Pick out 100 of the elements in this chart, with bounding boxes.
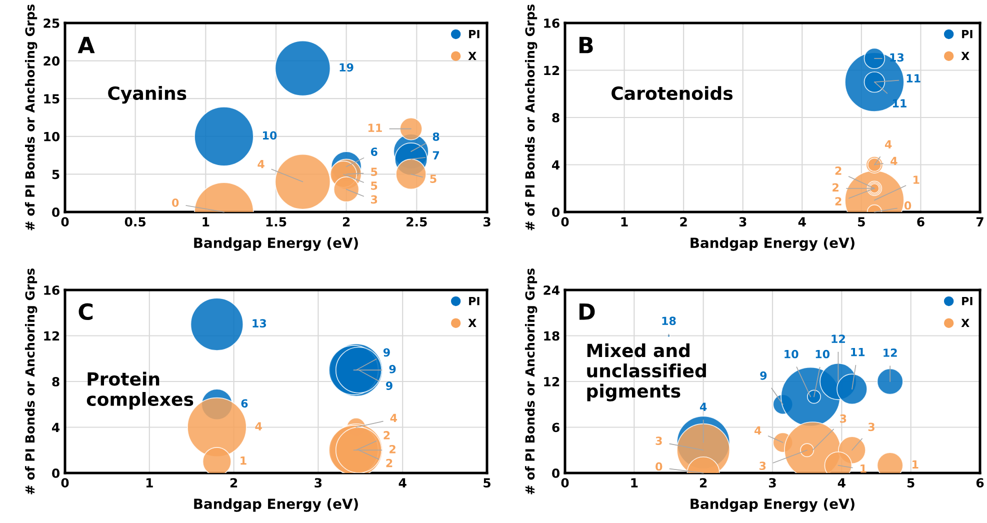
- data-label: 10: [816, 350, 830, 358]
- y-axis-title: # of PI Bonds or Anchoring Grps: [524, 4, 538, 230]
- data-label: 5: [430, 174, 436, 183]
- y-tick-label: 0: [552, 207, 560, 217]
- annotation: Protein complexes: [86, 372, 194, 410]
- y-tick-label: 12: [544, 66, 560, 75]
- legend-label: X: [961, 52, 970, 60]
- data-label: 0: [172, 198, 179, 207]
- x-tick-label: 0: [61, 217, 69, 227]
- y-tick-label: 5: [52, 170, 60, 180]
- y-tick-label: 4: [52, 422, 60, 432]
- chart-title: B: [579, 36, 593, 54]
- data-label: 4: [390, 414, 398, 422]
- x-tick-label: 0.5: [124, 217, 146, 227]
- legend-label: PI: [962, 30, 972, 38]
- x-tick-label: 1: [146, 478, 153, 488]
- data-label: 3: [868, 422, 874, 432]
- data-label: 4: [890, 156, 898, 166]
- data-label: 4: [700, 402, 707, 411]
- x-axis-title: Bandgap Energy (eV): [690, 237, 854, 251]
- chart-title: C: [78, 303, 93, 320]
- data-label: 1: [240, 456, 246, 465]
- x-tick-label: 5: [907, 478, 914, 488]
- legend-label: X: [961, 318, 970, 327]
- y-tick-label: 8: [52, 376, 60, 386]
- data-label: 3: [760, 462, 766, 470]
- data-label: 6: [370, 148, 378, 156]
- x-tick-label: 5: [484, 478, 490, 488]
- x-tick-label: 6: [917, 217, 924, 227]
- y-axis-title: # of PI Bonds or Anchoring Grps: [524, 268, 538, 494]
- x-tick-label: 4: [838, 478, 846, 488]
- x-tick-label: 2: [230, 478, 238, 488]
- data-label: 11: [892, 99, 906, 108]
- x-tick-label: 3: [768, 478, 776, 488]
- y-tick-label: 16: [544, 18, 560, 28]
- data-label: 1: [912, 460, 918, 468]
- y-tick-label: 20: [44, 56, 60, 66]
- data-label: 10: [263, 131, 277, 140]
- y-tick-label: 8: [552, 112, 560, 122]
- data-label: 11: [906, 74, 920, 82]
- x-tick-label: 4: [398, 478, 406, 488]
- x-tick-label: 1.5: [266, 217, 286, 227]
- data-label: 3: [656, 436, 662, 446]
- legend-label: X: [468, 318, 476, 327]
- data-label: 2: [384, 431, 390, 440]
- x-tick-label: 2: [680, 217, 687, 226]
- data-label: 9: [383, 348, 390, 357]
- chart-title: A: [78, 36, 95, 54]
- data-label: 8: [432, 132, 440, 141]
- x-tick-label: 5: [858, 217, 865, 227]
- data-label: 5: [371, 168, 378, 176]
- data-label: 9: [386, 382, 392, 390]
- data-label: 2: [835, 166, 842, 175]
- annotation: Mixed and unclassified pigments: [587, 343, 706, 402]
- data-label: 12: [884, 348, 897, 357]
- y-tick-label: 18: [544, 331, 560, 341]
- data-label: 2: [832, 183, 838, 192]
- data-label: 2: [386, 458, 392, 468]
- x-tick-label: 3: [739, 217, 746, 227]
- legend-label: PI: [469, 30, 480, 38]
- data-label: 7: [432, 151, 440, 160]
- x-tick-label: 0: [561, 217, 569, 227]
- x-tick-label: 3: [314, 478, 322, 488]
- data-label: 6: [241, 399, 248, 408]
- data-label: 11: [368, 124, 382, 132]
- y-tick-label: 12: [544, 376, 560, 386]
- y-tick-label: 25: [44, 18, 60, 28]
- annotation: Cyanins: [108, 86, 186, 104]
- x-tick-label: 1: [631, 478, 638, 488]
- data-label: 4: [884, 140, 892, 148]
- data-label: 12: [832, 334, 845, 343]
- x-tick-label: 1: [621, 217, 628, 226]
- data-label: 4: [754, 426, 762, 434]
- data-label: 0: [656, 462, 662, 471]
- annotation: Carotenoids: [612, 86, 733, 100]
- data-label: 4: [255, 422, 262, 430]
- data-label: 9: [389, 364, 396, 374]
- y-tick-label: 0: [552, 468, 560, 478]
- data-label: 13: [252, 319, 266, 328]
- legend-label: PI: [469, 297, 480, 306]
- data-label: 1: [914, 176, 920, 184]
- y-tick-label: 4: [552, 160, 560, 170]
- data-label: 4: [258, 160, 264, 168]
- data-label: 2: [835, 197, 842, 206]
- x-tick-label: 2: [342, 217, 350, 226]
- x-axis-title: Bandgap Energy (eV): [194, 498, 358, 512]
- y-axis-title: # of PI Bonds or Anchoring Grps: [24, 268, 38, 494]
- x-axis-title: Bandgap Energy (eV): [194, 237, 358, 251]
- data-label: 1: [860, 464, 866, 473]
- data-label: 3: [370, 195, 378, 204]
- legend-label: PI: [962, 297, 972, 306]
- y-tick-label: 12: [44, 331, 60, 340]
- data-label: 3: [840, 414, 846, 423]
- chart-title: D: [579, 303, 595, 320]
- data-label: 10: [784, 350, 798, 358]
- y-tick-label: 24: [544, 285, 560, 295]
- x-tick-label: 1: [202, 217, 210, 226]
- x-tick-label: 6: [976, 478, 984, 488]
- data-label: 18: [662, 316, 676, 326]
- x-tick-label: 4: [798, 217, 806, 226]
